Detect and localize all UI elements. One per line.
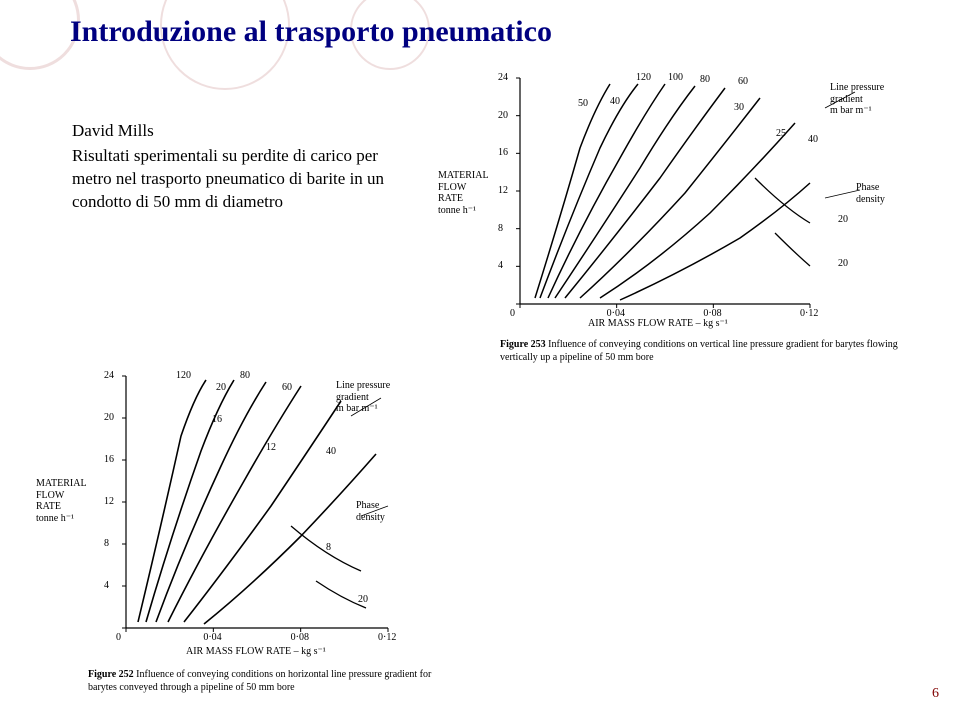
curve-label: 40 [610, 96, 620, 107]
y-tick-label: 24 [104, 370, 114, 381]
x-tick-label: 0·12 [378, 632, 396, 643]
density-label: 20 [838, 258, 848, 269]
y-tick-label: 16 [498, 147, 508, 158]
curve-label: 20 [216, 382, 226, 393]
x-tick-label: 0·08 [703, 308, 721, 319]
curve-label: 16 [212, 414, 222, 425]
curve-label: 80 [700, 74, 710, 85]
chart-plot-svg [36, 370, 456, 650]
x-tick-label: 0·04 [203, 632, 221, 643]
density-label: 8 [326, 542, 331, 553]
x-axis-title: AIR MASS FLOW RATE – kg s⁻¹ [186, 646, 326, 658]
figure-caption: Figure 253 Influence of conveying condit… [500, 338, 930, 364]
sidebar-description: David Mills Risultati sperimentali su pe… [72, 120, 402, 216]
density-label: 20 [358, 594, 368, 605]
x-tick-label: 0·04 [607, 308, 625, 319]
curve-label: 30 [734, 102, 744, 113]
curve-label: 40 [326, 446, 336, 457]
chart-figure-252: MATERIAL FLOW RATE tonne h⁻¹ Line pressu… [36, 370, 456, 710]
curve-label: 100 [668, 72, 683, 83]
y-tick-label: 4 [104, 580, 109, 591]
curve-label: 25 [776, 128, 786, 139]
density-label: 20 [838, 214, 848, 225]
curve-label: 120 [636, 72, 651, 83]
chart-figure-253: MATERIAL FLOW RATE tonne h⁻¹ Line pressu… [438, 72, 936, 350]
page-number: 6 [932, 686, 939, 702]
description-text: Risultati sperimentali su perdite di car… [72, 145, 402, 214]
y-tick-label: 24 [498, 72, 508, 83]
title-bar: Introduzione al trasporto pneumatico [0, 0, 959, 64]
y-tick-label: 8 [104, 538, 109, 549]
y-tick-label: 16 [104, 454, 114, 465]
x-tick-label: 0 [116, 632, 121, 643]
page-title: Introduzione al trasporto pneumatico [70, 15, 552, 49]
curve-label: 60 [282, 382, 292, 393]
curve-label: 50 [578, 98, 588, 109]
x-axis-title: AIR MASS FLOW RATE – kg s⁻¹ [588, 318, 728, 330]
x-tick-label: 0·12 [800, 308, 818, 319]
curve-label: 120 [176, 370, 191, 381]
figure-caption: Figure 252 Influence of conveying condit… [88, 668, 448, 694]
y-tick-label: 8 [498, 223, 503, 234]
y-tick-label: 4 [498, 260, 503, 271]
y-tick-label: 12 [104, 496, 114, 507]
curve-label: 80 [240, 370, 250, 381]
y-tick-label: 20 [104, 412, 114, 423]
x-tick-label: 0·08 [291, 632, 309, 643]
y-tick-label: 20 [498, 110, 508, 121]
y-tick-label: 12 [498, 185, 508, 196]
chart-plot-svg [438, 72, 936, 316]
author-name: David Mills [72, 120, 402, 143]
x-tick-label: 0 [510, 308, 515, 319]
curve-label: 60 [738, 76, 748, 87]
curve-label: 40 [808, 134, 818, 145]
curve-label: 12 [266, 442, 276, 453]
